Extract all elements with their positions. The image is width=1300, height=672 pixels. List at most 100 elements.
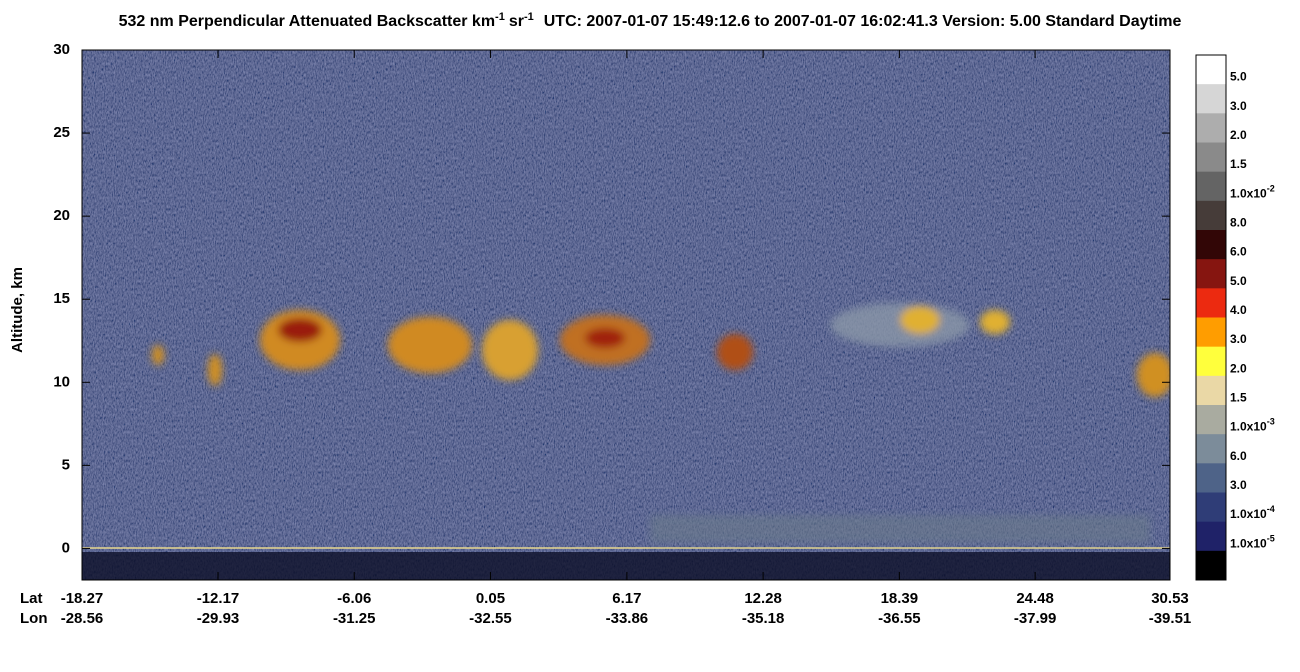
colorbar-label-text: 4.0 xyxy=(1230,303,1247,317)
x-tick-label: -31.25 xyxy=(333,610,376,627)
x-tick-label: -12.17 xyxy=(197,590,240,607)
colorbar-label: 3.0 xyxy=(1230,99,1247,113)
colorbar-label-text: 5.0 xyxy=(1230,274,1247,288)
colorbar-label-text: 1.0x10 xyxy=(1230,536,1267,550)
x-tick-label: 6.17 xyxy=(612,590,641,607)
boundary-layer xyxy=(650,515,1150,543)
colorbar-label-text: 1.5 xyxy=(1230,157,1247,171)
colorbar-box xyxy=(1196,171,1226,202)
x-tick-label: -35.18 xyxy=(742,610,785,627)
colorbar-box xyxy=(1196,521,1226,552)
colorbar-box xyxy=(1196,434,1226,464)
x-tick-label: -39.51 xyxy=(1149,610,1192,627)
colorbar-label: 1.0x10-4 xyxy=(1230,504,1275,521)
y-tick-label: 30 xyxy=(53,41,70,58)
colorbar-label: 2.0 xyxy=(1230,361,1247,375)
colorbar-box xyxy=(1196,375,1226,406)
colorbar-label-text: 1.0x10 xyxy=(1230,420,1267,434)
x-tick-label: 30.53 xyxy=(1151,590,1189,607)
colorbar-label-text: 8.0 xyxy=(1230,216,1247,230)
x-tick-label: -29.93 xyxy=(197,610,240,627)
x-tick-label: -36.55 xyxy=(878,610,921,627)
colorbar-box xyxy=(1196,200,1226,231)
x-tick-label: 18.39 xyxy=(881,590,919,607)
colorbar-label: 5.0 xyxy=(1230,274,1247,288)
colorbar-label: 1.0x10-2 xyxy=(1230,184,1275,201)
x-tick-label: -6.06 xyxy=(337,590,371,607)
colorbar-box xyxy=(1196,492,1226,523)
colorbar-box xyxy=(1196,84,1226,114)
cloud xyxy=(482,320,538,380)
x-tick-label: 12.28 xyxy=(744,590,782,607)
y-tick-label: 10 xyxy=(53,373,70,390)
colorbar-label-text: 3.0 xyxy=(1230,478,1247,492)
colorbar-label-text: 2.0 xyxy=(1230,361,1247,375)
x-row-label: Lon xyxy=(20,610,48,627)
plot-image xyxy=(82,50,1170,580)
colorbar-label: 1.5 xyxy=(1230,157,1247,171)
cloud xyxy=(900,306,940,334)
y-tick-label: 5 xyxy=(62,456,70,473)
x-tick-label: -37.99 xyxy=(1014,610,1057,627)
cloud xyxy=(208,354,222,386)
x-tick-label: 24.48 xyxy=(1016,590,1054,607)
colorbar-box xyxy=(1196,55,1226,85)
y-tick-label: 25 xyxy=(53,124,70,141)
plot-frame xyxy=(81,49,1171,581)
colorbar-label-text: 1.5 xyxy=(1230,391,1247,405)
colorbar-label-exp: -5 xyxy=(1267,534,1275,544)
colorbar-box xyxy=(1196,346,1226,377)
colorbar-label-text: 3.0 xyxy=(1230,99,1247,113)
colorbar-label-text: 1.0x10 xyxy=(1230,507,1267,521)
cloud xyxy=(278,318,322,342)
colorbar-box xyxy=(1196,317,1226,348)
x-tick-label: -33.86 xyxy=(606,610,649,627)
y-tick-label: 15 xyxy=(53,290,70,307)
colorbar-label-exp: -4 xyxy=(1267,504,1275,514)
title-sup: -1 xyxy=(524,11,534,23)
colorbar-label-text: 1.0x10 xyxy=(1230,186,1267,200)
y-axis-label: Altitude, km xyxy=(9,267,26,353)
colorbar-label: 3.0 xyxy=(1230,478,1247,492)
cloud xyxy=(1137,353,1170,397)
colorbar-box xyxy=(1196,550,1226,581)
x-tick-label: -18.27 xyxy=(61,590,104,607)
cloud xyxy=(980,310,1010,334)
x-row-label: Lat xyxy=(20,590,43,607)
colorbar-label-text: 6.0 xyxy=(1230,245,1247,259)
colorbar-label-exp: -3 xyxy=(1267,417,1275,427)
colorbar-label: 1.0x10-3 xyxy=(1230,417,1275,434)
title-part: UTC: 2007-01-07 15:49:12.6 to 2007-01-07… xyxy=(544,13,1182,30)
colorbar-label: 3.0 xyxy=(1230,332,1247,346)
colorbar-box xyxy=(1196,113,1226,143)
cloud xyxy=(585,328,625,348)
colorbar-box xyxy=(1196,230,1226,260)
colorbar-label: 6.0 xyxy=(1230,245,1247,259)
surface-band xyxy=(82,552,1170,580)
y-tick-label: 0 xyxy=(62,539,70,556)
cloud xyxy=(717,334,753,370)
colorbar-label: 6.0 xyxy=(1230,449,1247,463)
colorbar-frame xyxy=(1195,54,1227,581)
cloud xyxy=(388,317,472,373)
colorbar-label: 4.0 xyxy=(1230,303,1247,317)
colorbar-label-text: 3.0 xyxy=(1230,332,1247,346)
colorbar-label-exp: -2 xyxy=(1267,184,1275,194)
colorbar-box xyxy=(1196,405,1226,435)
cloud xyxy=(152,345,164,365)
title-part: 532 nm Perpendicular Attenuated Backscat… xyxy=(119,13,495,30)
y-tick-label: 20 xyxy=(53,207,70,224)
title-part: sr xyxy=(509,13,524,30)
cloud-layer xyxy=(152,303,1170,543)
colorbar-label: 1.5 xyxy=(1230,391,1247,405)
colorbar-label-text: 6.0 xyxy=(1230,449,1247,463)
cloud xyxy=(830,303,970,347)
x-tick-label: 0.05 xyxy=(476,590,505,607)
colorbar-box xyxy=(1196,259,1226,289)
colorbar-label-text: 5.0 xyxy=(1230,70,1247,84)
x-tick-label: -28.56 xyxy=(61,610,104,627)
colorbar-label-text: 2.0 xyxy=(1230,128,1247,142)
colorbar-label: 8.0 xyxy=(1230,216,1247,230)
colorbar-label: 1.0x10-5 xyxy=(1230,534,1275,551)
